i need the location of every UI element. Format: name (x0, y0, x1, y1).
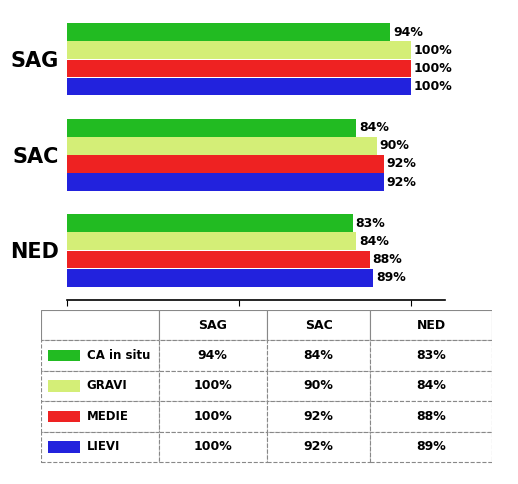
Text: 100%: 100% (414, 80, 453, 93)
Text: 100%: 100% (414, 62, 453, 75)
Bar (267, 401, 370, 432)
Bar (159, 432, 267, 462)
Text: LIEVI: LIEVI (87, 440, 120, 454)
Text: 88%: 88% (416, 410, 446, 423)
Bar (159, 371, 267, 401)
Bar (48, 441, 80, 453)
Bar (267, 310, 370, 340)
Bar (41, 401, 159, 432)
Text: 92%: 92% (386, 157, 416, 170)
Bar (67, 251, 370, 268)
Bar (67, 60, 411, 77)
Text: 89%: 89% (416, 440, 446, 454)
Text: SAG: SAG (198, 318, 227, 332)
Bar (67, 269, 373, 287)
Bar (48, 349, 80, 362)
Bar (370, 340, 492, 371)
Text: GRAVI: GRAVI (87, 379, 127, 393)
Bar (48, 410, 80, 423)
Bar (370, 432, 492, 462)
Text: 100%: 100% (193, 379, 232, 393)
Text: 84%: 84% (359, 235, 388, 248)
Bar (267, 432, 370, 462)
Text: 92%: 92% (304, 440, 334, 454)
Text: 94%: 94% (198, 349, 227, 362)
Bar (67, 137, 377, 155)
Text: 92%: 92% (304, 410, 334, 423)
Text: NED: NED (416, 318, 446, 332)
Bar (159, 340, 267, 371)
Bar (67, 119, 356, 136)
Bar (41, 310, 159, 340)
Text: 90%: 90% (380, 139, 409, 152)
Bar (48, 380, 80, 392)
Bar (41, 340, 159, 371)
Text: 89%: 89% (376, 271, 406, 284)
Bar (267, 340, 370, 371)
Bar (67, 155, 384, 173)
Bar (41, 432, 159, 462)
Bar (67, 173, 384, 191)
Text: 100%: 100% (193, 440, 232, 454)
Text: 100%: 100% (414, 44, 453, 57)
Text: 94%: 94% (393, 26, 423, 39)
Text: SAC: SAC (305, 318, 333, 332)
Text: CA in situ: CA in situ (87, 349, 150, 362)
Bar (159, 401, 267, 432)
Text: 83%: 83% (355, 217, 385, 230)
Text: MEDIE: MEDIE (87, 410, 128, 423)
Bar (159, 310, 267, 340)
Bar (370, 371, 492, 401)
Bar (67, 78, 411, 95)
Bar (67, 42, 411, 59)
Text: 84%: 84% (359, 121, 388, 134)
Text: 88%: 88% (372, 253, 402, 266)
Text: 84%: 84% (416, 379, 446, 393)
Bar (370, 310, 492, 340)
Bar (67, 232, 356, 250)
Bar (267, 371, 370, 401)
Bar (370, 401, 492, 432)
Bar (41, 371, 159, 401)
Text: 83%: 83% (416, 349, 446, 362)
Text: 92%: 92% (386, 176, 416, 189)
Text: 100%: 100% (193, 410, 232, 423)
Bar (67, 214, 353, 232)
Text: 90%: 90% (304, 379, 334, 393)
Text: 84%: 84% (304, 349, 334, 362)
Bar (67, 23, 391, 41)
